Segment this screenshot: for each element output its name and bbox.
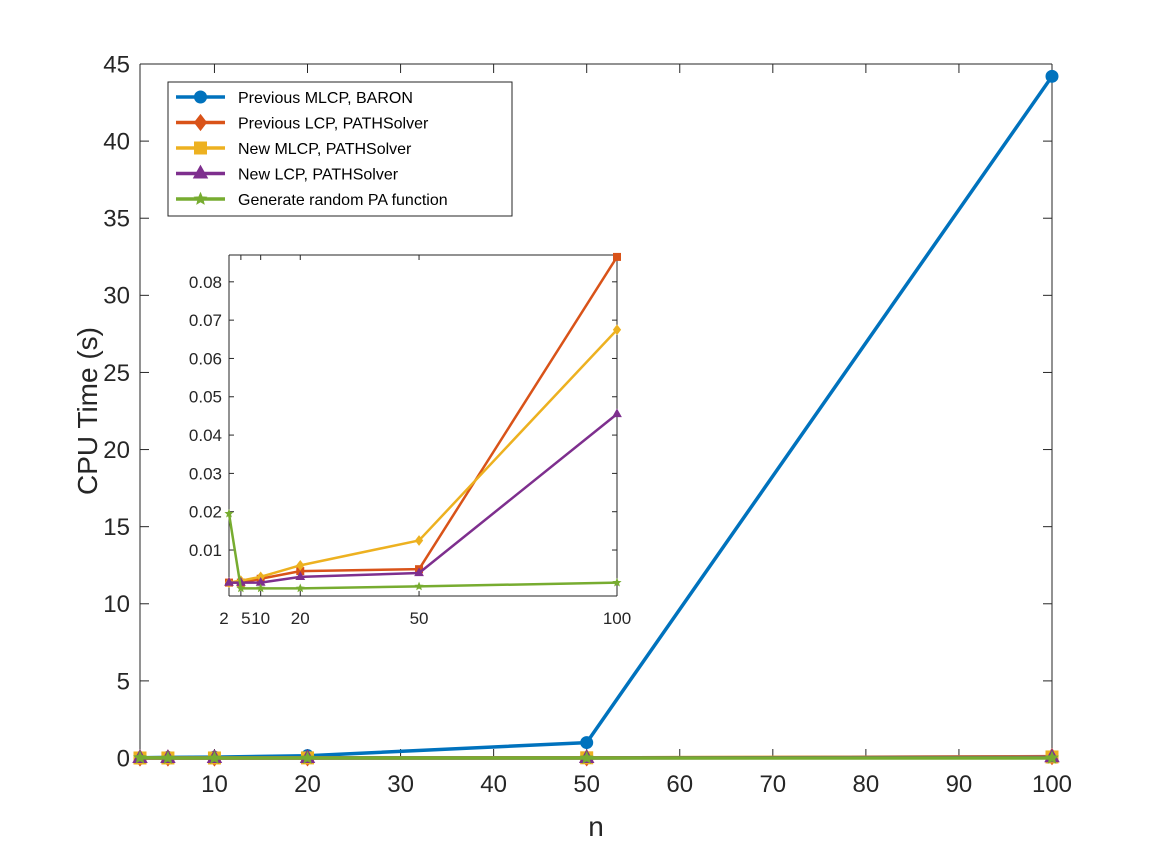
main-data-point <box>133 750 147 764</box>
legend-label: New MLCP, PATHSolver <box>238 141 412 158</box>
main-x-tick-label: 100 <box>1032 771 1072 798</box>
main-data-point <box>160 750 175 764</box>
legend-item: New MLCP, PATHSolver <box>176 141 412 158</box>
legend-label: Previous LCP, PATHSolver <box>238 116 429 133</box>
inset-y-tick-label: 0.02 <box>189 503 222 522</box>
inset-y-tick-label: 0.03 <box>189 464 222 483</box>
legend-item: Previous MLCP, BARON <box>176 90 413 107</box>
main-y-tick-label: 25 <box>103 360 130 387</box>
legend-label: Previous MLCP, BARON <box>238 90 413 107</box>
y-axis-title: CPU Time (s) <box>72 327 103 495</box>
inset-series-line <box>227 513 618 590</box>
inset-data-point <box>612 324 622 336</box>
main-y-tick-label: 40 <box>103 129 130 156</box>
main-y-tick-label: 35 <box>103 206 130 233</box>
inset-x-tick-label: 10 <box>251 609 270 628</box>
main-y-tick-label: 0 <box>117 745 130 772</box>
main-data-point <box>1045 750 1059 764</box>
main-data-point <box>300 750 315 764</box>
legend-label: New LCP, PATHSolver <box>238 167 399 184</box>
main-x-tick-label: 50 <box>573 771 600 798</box>
inset-x-tick-label: 5 <box>241 609 250 628</box>
inset-data-point <box>224 577 234 586</box>
legend-marker <box>194 90 207 104</box>
inset-series-3 <box>224 508 622 593</box>
main-data-point <box>580 736 594 750</box>
inset-y-tick-label: 0.06 <box>189 349 222 368</box>
legend: Previous MLCP, BARON Previous LCP, PATHSo… <box>167 81 513 217</box>
main-y-tick-label: 45 <box>103 51 130 78</box>
main-x-tick-label: 90 <box>946 771 973 798</box>
main-y-tick-label: 10 <box>103 591 130 618</box>
main-data-point <box>579 750 594 764</box>
inset-y-tick-label: 0.07 <box>189 311 222 330</box>
legend-item: New LCP, PATHSolver <box>176 164 399 184</box>
main-data-point <box>1045 69 1059 83</box>
inset-data-point <box>256 583 266 593</box>
legend-label: Generate random PA function <box>238 192 448 209</box>
main-x-tick-label: 80 <box>853 771 880 798</box>
main-x-tick-label: 30 <box>387 771 414 798</box>
legend-marker <box>193 113 208 132</box>
inset-y-tick-label: 0.01 <box>189 541 222 560</box>
main-x-tick-label: 60 <box>666 771 693 798</box>
legend-box <box>167 81 513 217</box>
legend-marker <box>194 141 207 155</box>
main-y-tick-label: 30 <box>103 283 130 310</box>
inset-data-point <box>414 535 424 546</box>
inset-data-point <box>295 571 306 580</box>
inset-axes: 2 5 10 20 50 100 0.01 0.02 0.03 0.04 0.05 0.06 0.07 0… <box>189 254 631 628</box>
legend-item: Previous LCP, PATHSolver <box>176 113 429 133</box>
inset-y-tick-label: 0.04 <box>189 426 222 445</box>
inset-plot-area <box>229 255 617 596</box>
inset-y-tick-label: 0.05 <box>189 388 222 407</box>
inset-data-point <box>612 577 622 587</box>
inset-data-point <box>612 408 622 418</box>
main-y-tick-label: 15 <box>103 514 130 541</box>
inset-data-point <box>224 508 234 518</box>
inset-x-tick-label: 100 <box>603 609 631 628</box>
legend-item: Generate random PA function <box>176 191 448 209</box>
main-x-tick-label: 10 <box>201 771 228 798</box>
inset-data-point <box>295 583 305 593</box>
main-x-tick-label: 70 <box>759 771 786 798</box>
main-data-point <box>207 750 222 764</box>
inset-x-tick-label: 50 <box>410 609 429 628</box>
x-axis-title: n <box>588 811 604 842</box>
main-x-tick-label: 20 <box>294 771 321 798</box>
main-x-tick-label: 40 <box>480 771 507 798</box>
inset-data-point <box>613 252 621 261</box>
inset-x-tick-label: 2 <box>219 609 228 628</box>
main-y-tick-label: 5 <box>117 668 130 695</box>
legend-marker <box>192 164 209 179</box>
main-y-tick-label: 20 <box>103 437 130 464</box>
legend-marker <box>193 191 208 205</box>
inset-data-point <box>296 559 305 571</box>
inset-y-tick-label: 0.08 <box>189 273 222 292</box>
inset-data-point <box>236 583 246 593</box>
inset-x-tick-label: 20 <box>291 609 310 628</box>
inset-data-point <box>414 581 424 591</box>
inset-data-point <box>414 567 424 577</box>
main-series-4 <box>133 750 1059 764</box>
